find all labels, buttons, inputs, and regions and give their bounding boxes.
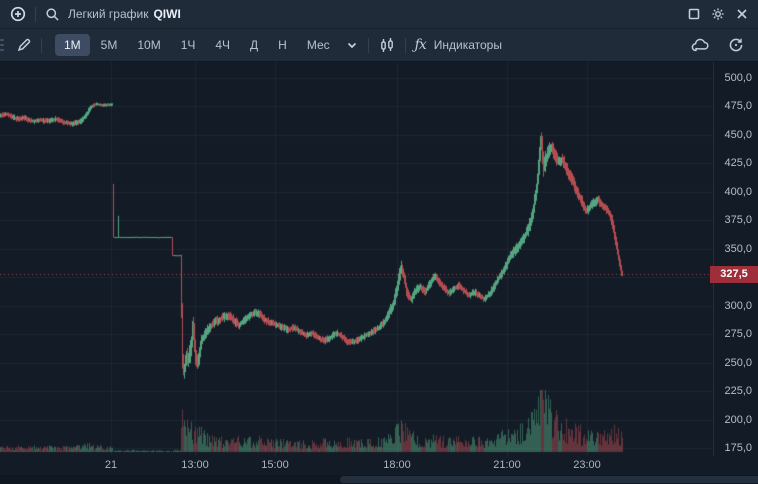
chart-area: 500,0 475,0 450,0 425,0 400,0 375,0 350,0 300,0… (0, 62, 758, 484)
plus-circle-icon[interactable] (10, 6, 26, 22)
price-tick-label: 200,0 (724, 413, 752, 426)
last-price-badge: 327,5 (710, 265, 758, 283)
price-tick-label: 350,0 (724, 242, 752, 255)
chart-title[interactable]: Легкий график QIWI (68, 7, 181, 21)
price-tick-label: 375,0 (724, 214, 752, 227)
divider (404, 37, 406, 53)
chart-symbol: QIWI (153, 7, 181, 21)
timeframe-button-д[interactable]: Д (241, 34, 267, 56)
divider (41, 37, 42, 53)
price-tick-label: 175,0 (724, 442, 752, 454)
close-icon[interactable] (736, 8, 748, 20)
time-axis[interactable]: 21 13:00 15:00 18:00 21:00 23:00 (0, 456, 713, 474)
timeframe-button-мес[interactable]: Мес (298, 34, 339, 56)
scrollbar-thumb[interactable] (340, 476, 758, 483)
time-tick-label: 13:00 (181, 459, 209, 471)
price-tick-label: 225,0 (724, 385, 752, 398)
indicators-button[interactable]: ƒx Индикаторы (415, 37, 502, 53)
timeframe-group: 1М 5М 10М 1Ч 4Ч Д Н Мес (55, 34, 339, 56)
timeframe-button-4ч[interactable]: 4Ч (206, 34, 239, 56)
price-tick-label: 300,0 (724, 299, 752, 312)
drawing-pencil-icon[interactable] (16, 37, 32, 53)
timeframe-button-5м[interactable]: 5М (92, 34, 127, 56)
symbol-search-icon[interactable] (45, 7, 60, 22)
cut-off-panel-icon (0, 39, 4, 51)
time-tick-label: 23:00 (573, 459, 601, 471)
refresh-icon[interactable] (728, 37, 744, 53)
time-tick-label: 15:00 (261, 459, 289, 471)
settings-gear-icon[interactable] (711, 7, 725, 21)
price-tick-label: 250,0 (724, 356, 752, 369)
indicators-label: Индикаторы (433, 38, 502, 52)
chevron-down-icon[interactable] (345, 38, 359, 52)
price-tick-label: 400,0 (724, 185, 752, 198)
candle-style-icon[interactable] (378, 37, 396, 54)
timeframe-button-1ч[interactable]: 1Ч (172, 34, 205, 56)
price-axis[interactable]: 500,0 475,0 450,0 425,0 400,0 375,0 350,0 300,0… (713, 62, 758, 456)
topbar: Легкий график QIWI (0, 0, 758, 29)
price-tick-label: 275,0 (724, 328, 752, 341)
time-tick-label: 18:00 (383, 459, 411, 471)
divider (35, 6, 36, 22)
timeframe-button-н[interactable]: Н (269, 34, 296, 56)
price-tick-label: 425,0 (724, 157, 752, 170)
divider (367, 37, 369, 53)
toolbar: 1М 5М 10М 1Ч 4Ч Д Н Мес ƒx Индикаторы (0, 29, 758, 62)
maximize-icon[interactable] (688, 8, 700, 20)
timeframe-button-1м[interactable]: 1М (55, 34, 90, 56)
toolbar-right (691, 37, 744, 53)
price-tick-label: 500,0 (724, 72, 752, 84)
chart-canvas[interactable] (0, 62, 713, 456)
last-price-value: 327,5 (720, 268, 748, 281)
window-controls (688, 7, 748, 21)
cloud-icon[interactable] (691, 38, 710, 53)
timeframe-button-10м[interactable]: 10М (128, 34, 169, 56)
price-tick-label: 475,0 (724, 100, 752, 113)
time-tick-label: 21:00 (493, 459, 521, 471)
bottom-scrollbar-track (0, 475, 758, 484)
chart-title-prefix: Легкий график (68, 7, 149, 21)
price-tick-label: 450,0 (724, 128, 752, 141)
fx-indicators-icon: ƒx (414, 37, 427, 53)
time-tick-label: 21 (104, 459, 118, 471)
